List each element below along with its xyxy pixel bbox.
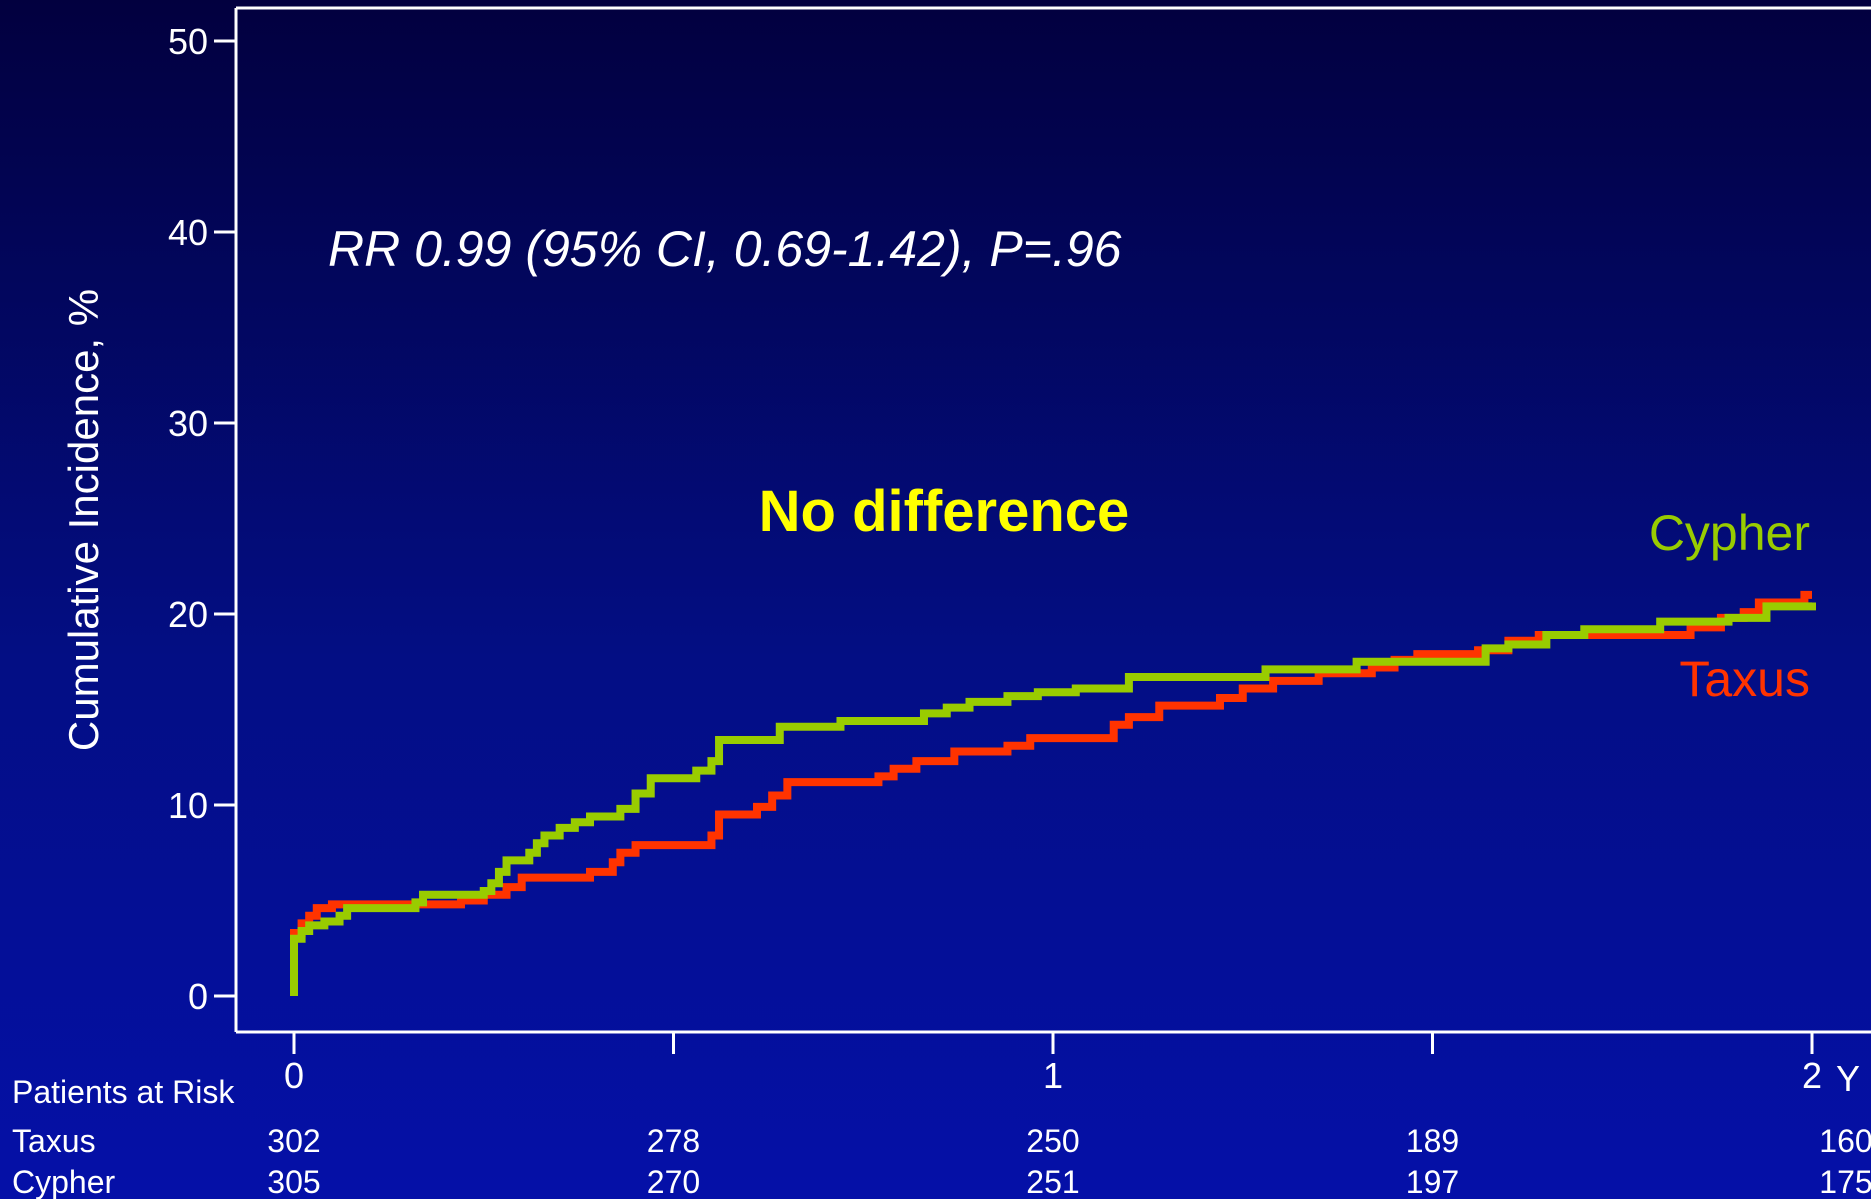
risk-table: Patients at Risk Taxus 302 278 250 189 160 Cyp…	[12, 1074, 1871, 1199]
risk-cell: 250	[1026, 1123, 1079, 1159]
y-tick-label: 40	[168, 212, 208, 253]
risk-cell: 189	[1406, 1123, 1459, 1159]
risk-row-label: Taxus	[12, 1123, 96, 1159]
x-axis-unit: Y	[1836, 1058, 1860, 1099]
risk-cell: 160	[1819, 1123, 1871, 1159]
risk-cell: 175	[1819, 1164, 1871, 1199]
y-tick-label: 50	[168, 21, 208, 62]
y-tick-label: 0	[188, 976, 208, 1017]
risk-table-title: Patients at Risk	[12, 1074, 235, 1110]
x-tick-label: 1	[1043, 1055, 1063, 1096]
risk-cell: 251	[1026, 1164, 1079, 1199]
series-layer	[290, 590, 1816, 996]
risk-cell: 278	[647, 1123, 700, 1159]
annotation-text: RR 0.99 (95% CI, 0.69-1.42), P=.96	[328, 221, 1122, 277]
x-tick-label: 2	[1802, 1055, 1822, 1096]
risk-cell: 270	[647, 1164, 700, 1199]
risk-cell: 305	[267, 1164, 320, 1199]
x-axis: 0 1 2	[284, 1032, 1822, 1096]
series-line-taxus	[290, 590, 1812, 996]
y-axis-label: Cumulative Incidence, %	[60, 289, 107, 751]
legend-label-cypher: Cypher	[1649, 505, 1810, 561]
risk-cell: 302	[267, 1123, 320, 1159]
headline-text: No difference	[759, 479, 1130, 544]
legend: Cypher Taxus	[1649, 505, 1810, 707]
legend-label-taxus: Taxus	[1679, 651, 1810, 707]
y-tick-label: 30	[168, 403, 208, 444]
y-axis: 0 10 20 30 40 50	[168, 21, 236, 1017]
risk-cell: 197	[1406, 1164, 1459, 1199]
y-tick-label: 20	[168, 594, 208, 635]
y-tick-label: 10	[168, 785, 208, 826]
risk-row-label: Cypher	[12, 1164, 116, 1199]
series-line-cypher	[290, 602, 1816, 996]
x-tick-label: 0	[284, 1055, 304, 1096]
